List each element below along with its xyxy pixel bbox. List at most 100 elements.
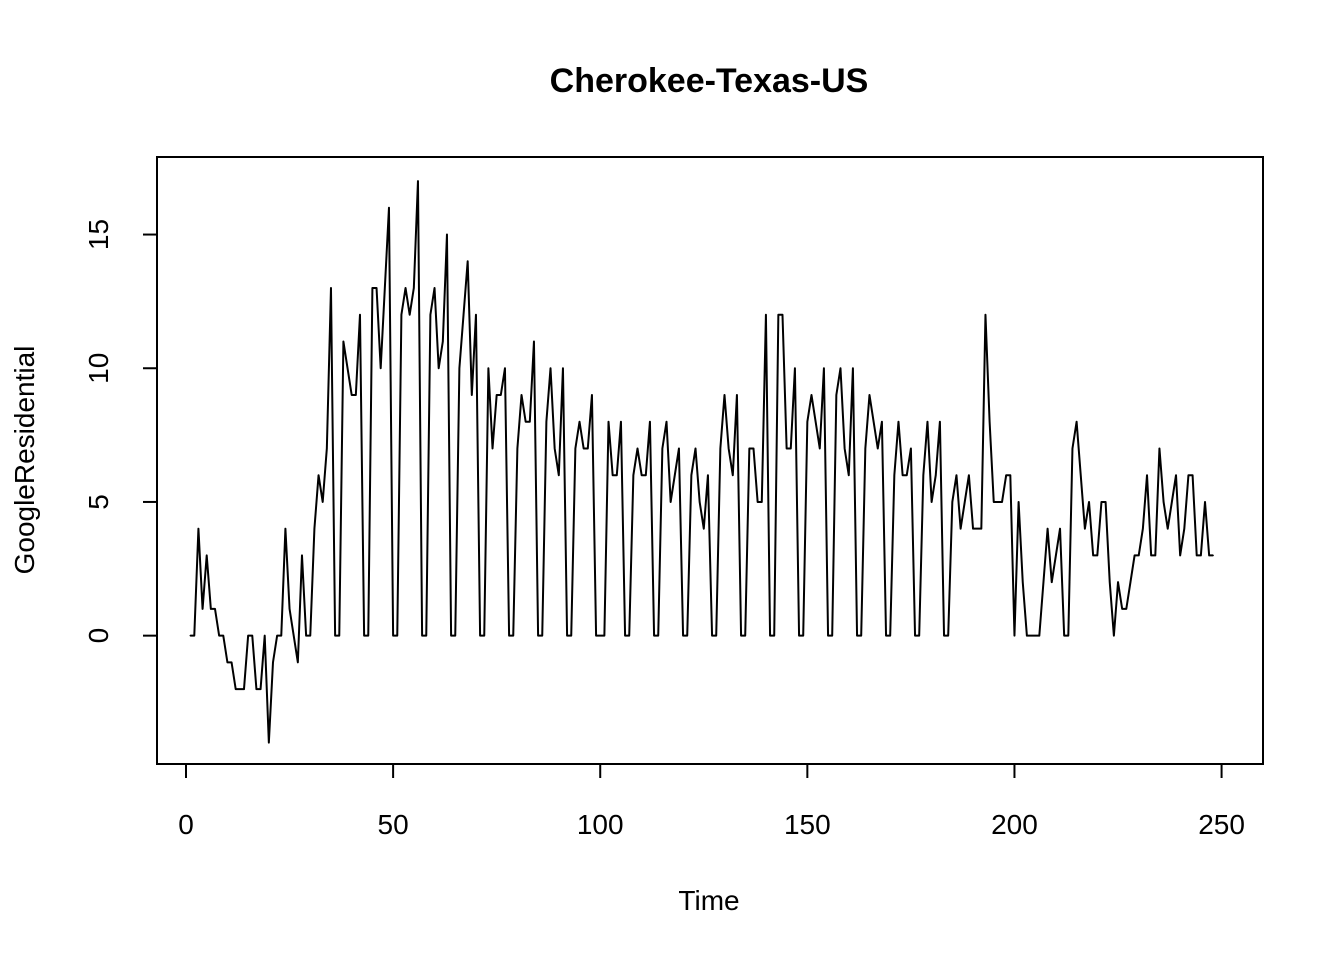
data-point — [264, 635, 266, 637]
data-point — [384, 287, 386, 289]
data-point — [371, 287, 374, 289]
data-point — [483, 635, 485, 637]
data-point — [235, 688, 237, 690]
data-point — [773, 635, 775, 637]
data-point — [355, 394, 357, 396]
data-point — [487, 367, 489, 369]
data-point — [856, 635, 858, 637]
data-point — [893, 474, 895, 476]
data-point — [433, 287, 436, 289]
data-point — [1030, 635, 1032, 637]
data-point — [653, 635, 655, 637]
data-point — [1022, 581, 1024, 583]
data-point — [587, 447, 589, 450]
x-tick-label: 50 — [378, 809, 409, 840]
data-point — [392, 635, 394, 637]
data-point — [1162, 501, 1165, 503]
data-point — [777, 314, 779, 316]
data-point — [558, 474, 560, 476]
data-point — [351, 394, 353, 396]
x-tick-label: 150 — [784, 809, 831, 840]
data-point — [272, 661, 274, 663]
data-point — [732, 474, 734, 476]
data-point — [860, 635, 862, 637]
data-point — [1125, 608, 1127, 610]
data-point — [620, 421, 622, 423]
data-point — [566, 635, 568, 637]
data-point — [844, 447, 846, 450]
x-tick-label: 100 — [577, 809, 624, 840]
data-point — [931, 501, 933, 503]
data-point — [603, 635, 605, 637]
data-point — [686, 635, 688, 637]
data-point — [968, 474, 970, 476]
data-point — [1063, 635, 1065, 637]
data-point — [1013, 635, 1016, 637]
data-point — [1071, 447, 1074, 450]
data-point — [628, 635, 630, 637]
data-point — [313, 528, 316, 530]
data-point — [1042, 581, 1045, 583]
data-point — [512, 635, 514, 637]
data-point — [980, 528, 982, 530]
data-point — [902, 474, 904, 476]
data-point — [881, 421, 883, 423]
data-point — [1001, 501, 1003, 503]
data-point — [703, 528, 705, 530]
data-point — [288, 608, 291, 610]
data-point — [636, 447, 639, 450]
data-point — [707, 474, 709, 476]
data-point — [1150, 554, 1152, 557]
data-point — [1005, 474, 1007, 476]
data-point — [421, 635, 423, 637]
data-point — [624, 635, 626, 637]
data-point — [218, 635, 220, 637]
data-point — [906, 474, 908, 476]
data-point — [338, 635, 340, 637]
data-point — [574, 447, 576, 450]
data-point — [806, 421, 808, 423]
data-point — [943, 635, 945, 637]
data-point — [868, 394, 871, 396]
data-point — [839, 367, 842, 369]
data-point — [835, 394, 837, 396]
data-point — [1018, 501, 1020, 503]
data-point — [848, 474, 850, 476]
data-point — [947, 635, 949, 637]
data-point — [1208, 554, 1210, 557]
data-point — [529, 421, 531, 423]
data-point — [380, 367, 382, 369]
data-point — [1084, 528, 1086, 530]
data-point — [429, 314, 431, 316]
data-point — [1092, 554, 1094, 557]
data-point — [210, 608, 212, 610]
data-point — [226, 661, 229, 663]
data-point — [761, 501, 763, 503]
data-point — [193, 635, 195, 637]
y-axis-label: GoogleResidential — [9, 346, 40, 575]
data-point — [1038, 635, 1040, 637]
data-point — [467, 260, 469, 262]
data-point — [541, 635, 543, 637]
data-point — [545, 421, 547, 423]
data-point — [1204, 501, 1206, 503]
data-point — [222, 635, 224, 637]
data-point — [910, 447, 912, 450]
y-axis: 0 5 10 15 — [83, 219, 158, 643]
data-point — [554, 447, 556, 450]
data-point — [309, 635, 311, 637]
data-point — [670, 501, 672, 503]
data-point — [396, 635, 398, 637]
data-point — [400, 314, 402, 316]
data-point — [1196, 554, 1198, 557]
data-point — [504, 367, 506, 369]
data-point — [1129, 581, 1132, 583]
data-point — [935, 474, 937, 476]
y-tick-label: 15 — [83, 219, 114, 250]
data-point — [665, 421, 668, 423]
data-point — [1055, 554, 1057, 557]
data-point — [873, 421, 875, 423]
chart-title: Cherokee-Texas-US — [550, 62, 869, 100]
data-point — [413, 287, 415, 289]
data-point — [409, 314, 411, 316]
